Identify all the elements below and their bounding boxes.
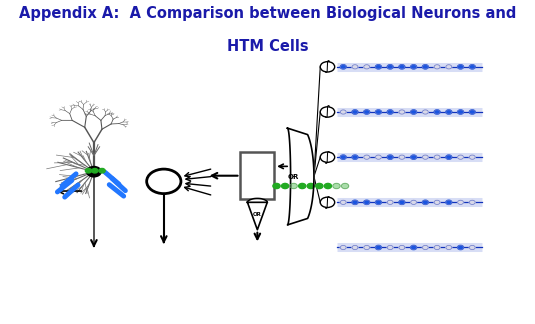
- Circle shape: [446, 65, 452, 69]
- Circle shape: [340, 200, 346, 204]
- Circle shape: [423, 155, 429, 159]
- Circle shape: [423, 245, 429, 249]
- Circle shape: [434, 155, 440, 159]
- Circle shape: [320, 197, 335, 207]
- Circle shape: [423, 65, 429, 69]
- Circle shape: [364, 200, 370, 204]
- Circle shape: [411, 110, 417, 114]
- Circle shape: [387, 65, 393, 69]
- Circle shape: [340, 65, 346, 69]
- Circle shape: [352, 200, 358, 204]
- Text: $\int$: $\int$: [324, 58, 332, 75]
- Circle shape: [316, 183, 323, 189]
- Circle shape: [399, 155, 405, 159]
- Circle shape: [434, 110, 440, 114]
- Circle shape: [457, 110, 463, 114]
- Circle shape: [320, 62, 335, 72]
- Circle shape: [376, 245, 381, 249]
- Circle shape: [352, 245, 358, 249]
- Text: $\int$: $\int$: [324, 149, 332, 166]
- Circle shape: [399, 110, 405, 114]
- Circle shape: [446, 110, 452, 114]
- Circle shape: [364, 155, 370, 159]
- Polygon shape: [247, 199, 268, 202]
- Circle shape: [387, 110, 393, 114]
- Circle shape: [340, 110, 346, 114]
- Circle shape: [446, 200, 452, 204]
- Circle shape: [446, 245, 452, 249]
- Circle shape: [299, 183, 306, 189]
- Circle shape: [86, 168, 91, 173]
- Text: Appendix A:  A Comparison between Biological Neurons and: Appendix A: A Comparison between Biologi…: [19, 6, 516, 20]
- Text: OR: OR: [253, 212, 262, 217]
- Circle shape: [364, 110, 370, 114]
- Circle shape: [376, 155, 381, 159]
- Bar: [240, 152, 274, 199]
- Circle shape: [457, 65, 463, 69]
- Circle shape: [341, 183, 349, 189]
- Circle shape: [352, 65, 358, 69]
- Circle shape: [290, 183, 297, 189]
- Circle shape: [469, 155, 475, 159]
- Circle shape: [457, 200, 463, 204]
- Circle shape: [320, 107, 335, 117]
- Circle shape: [446, 155, 452, 159]
- Circle shape: [376, 65, 381, 69]
- Circle shape: [387, 200, 393, 204]
- Circle shape: [399, 200, 405, 204]
- Circle shape: [434, 200, 440, 204]
- Circle shape: [320, 152, 335, 162]
- Circle shape: [469, 200, 475, 204]
- Circle shape: [281, 183, 289, 189]
- Circle shape: [411, 155, 417, 159]
- Circle shape: [387, 245, 393, 249]
- Text: HTM Cells: HTM Cells: [227, 40, 308, 54]
- Circle shape: [469, 110, 475, 114]
- Circle shape: [340, 155, 346, 159]
- Circle shape: [376, 200, 381, 204]
- Circle shape: [411, 65, 417, 69]
- Polygon shape: [247, 202, 268, 230]
- Circle shape: [333, 183, 340, 189]
- Polygon shape: [287, 128, 314, 225]
- Circle shape: [273, 183, 280, 189]
- Circle shape: [469, 245, 475, 249]
- Circle shape: [307, 183, 315, 189]
- Circle shape: [91, 168, 98, 173]
- Circle shape: [434, 65, 440, 69]
- Circle shape: [399, 65, 405, 69]
- Circle shape: [411, 200, 417, 204]
- Text: $\int$: $\int$: [324, 194, 332, 211]
- Circle shape: [423, 200, 429, 204]
- Circle shape: [352, 155, 358, 159]
- Circle shape: [457, 245, 463, 249]
- Circle shape: [457, 155, 463, 159]
- Circle shape: [340, 245, 346, 249]
- Circle shape: [434, 245, 440, 249]
- Circle shape: [99, 168, 105, 173]
- Circle shape: [411, 245, 417, 249]
- Circle shape: [352, 110, 358, 114]
- Circle shape: [324, 183, 332, 189]
- Circle shape: [364, 65, 370, 69]
- Circle shape: [364, 245, 370, 249]
- Text: $\int$: $\int$: [324, 104, 332, 121]
- Circle shape: [469, 65, 475, 69]
- Circle shape: [423, 110, 429, 114]
- Circle shape: [87, 167, 101, 177]
- Circle shape: [399, 245, 405, 249]
- Circle shape: [387, 155, 393, 159]
- Text: OR: OR: [288, 174, 300, 179]
- Circle shape: [376, 110, 381, 114]
